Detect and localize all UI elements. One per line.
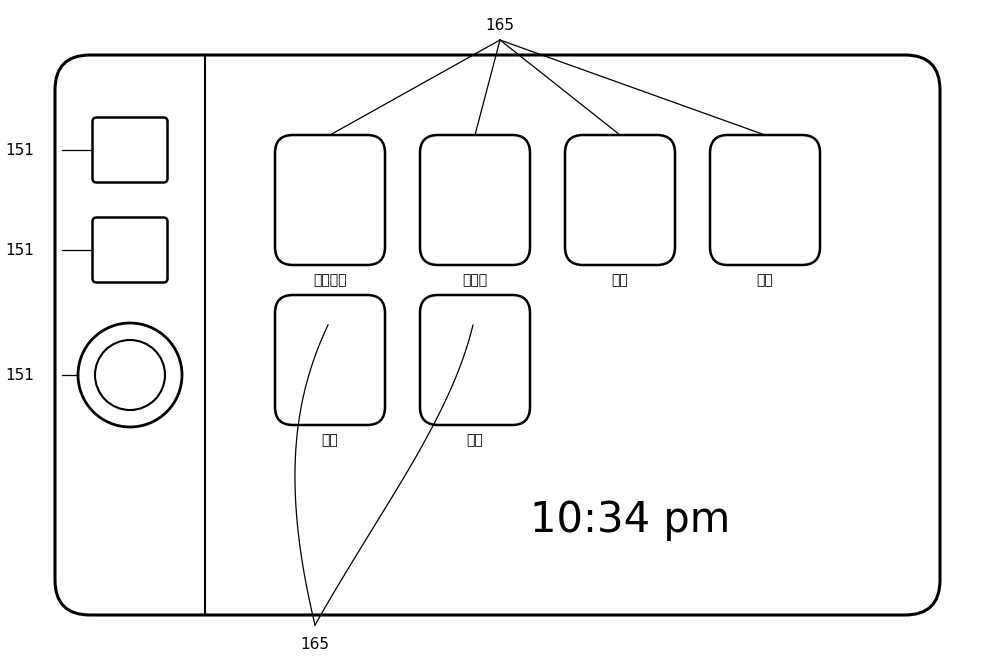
FancyBboxPatch shape bbox=[92, 218, 168, 282]
Text: 导航: 导航 bbox=[757, 273, 773, 287]
Text: 10:34 pm: 10:34 pm bbox=[530, 499, 730, 541]
Text: 151: 151 bbox=[5, 242, 34, 257]
Text: 151: 151 bbox=[5, 368, 34, 383]
Text: 新闻: 新闻 bbox=[467, 433, 483, 447]
FancyBboxPatch shape bbox=[710, 135, 820, 265]
Text: 天气预报: 天气预报 bbox=[313, 273, 347, 287]
Circle shape bbox=[78, 323, 182, 427]
FancyBboxPatch shape bbox=[275, 295, 385, 425]
Text: 165: 165 bbox=[486, 18, 514, 32]
FancyBboxPatch shape bbox=[55, 55, 940, 615]
FancyBboxPatch shape bbox=[420, 135, 530, 265]
FancyBboxPatch shape bbox=[275, 135, 385, 265]
Text: 音乐: 音乐 bbox=[612, 273, 628, 287]
Circle shape bbox=[95, 340, 165, 410]
FancyBboxPatch shape bbox=[565, 135, 675, 265]
Text: 165: 165 bbox=[300, 638, 330, 653]
Text: 日历: 日历 bbox=[322, 433, 338, 447]
Text: 收音机: 收音机 bbox=[462, 273, 488, 287]
Text: 151: 151 bbox=[5, 143, 34, 158]
FancyBboxPatch shape bbox=[92, 117, 168, 183]
FancyBboxPatch shape bbox=[420, 295, 530, 425]
